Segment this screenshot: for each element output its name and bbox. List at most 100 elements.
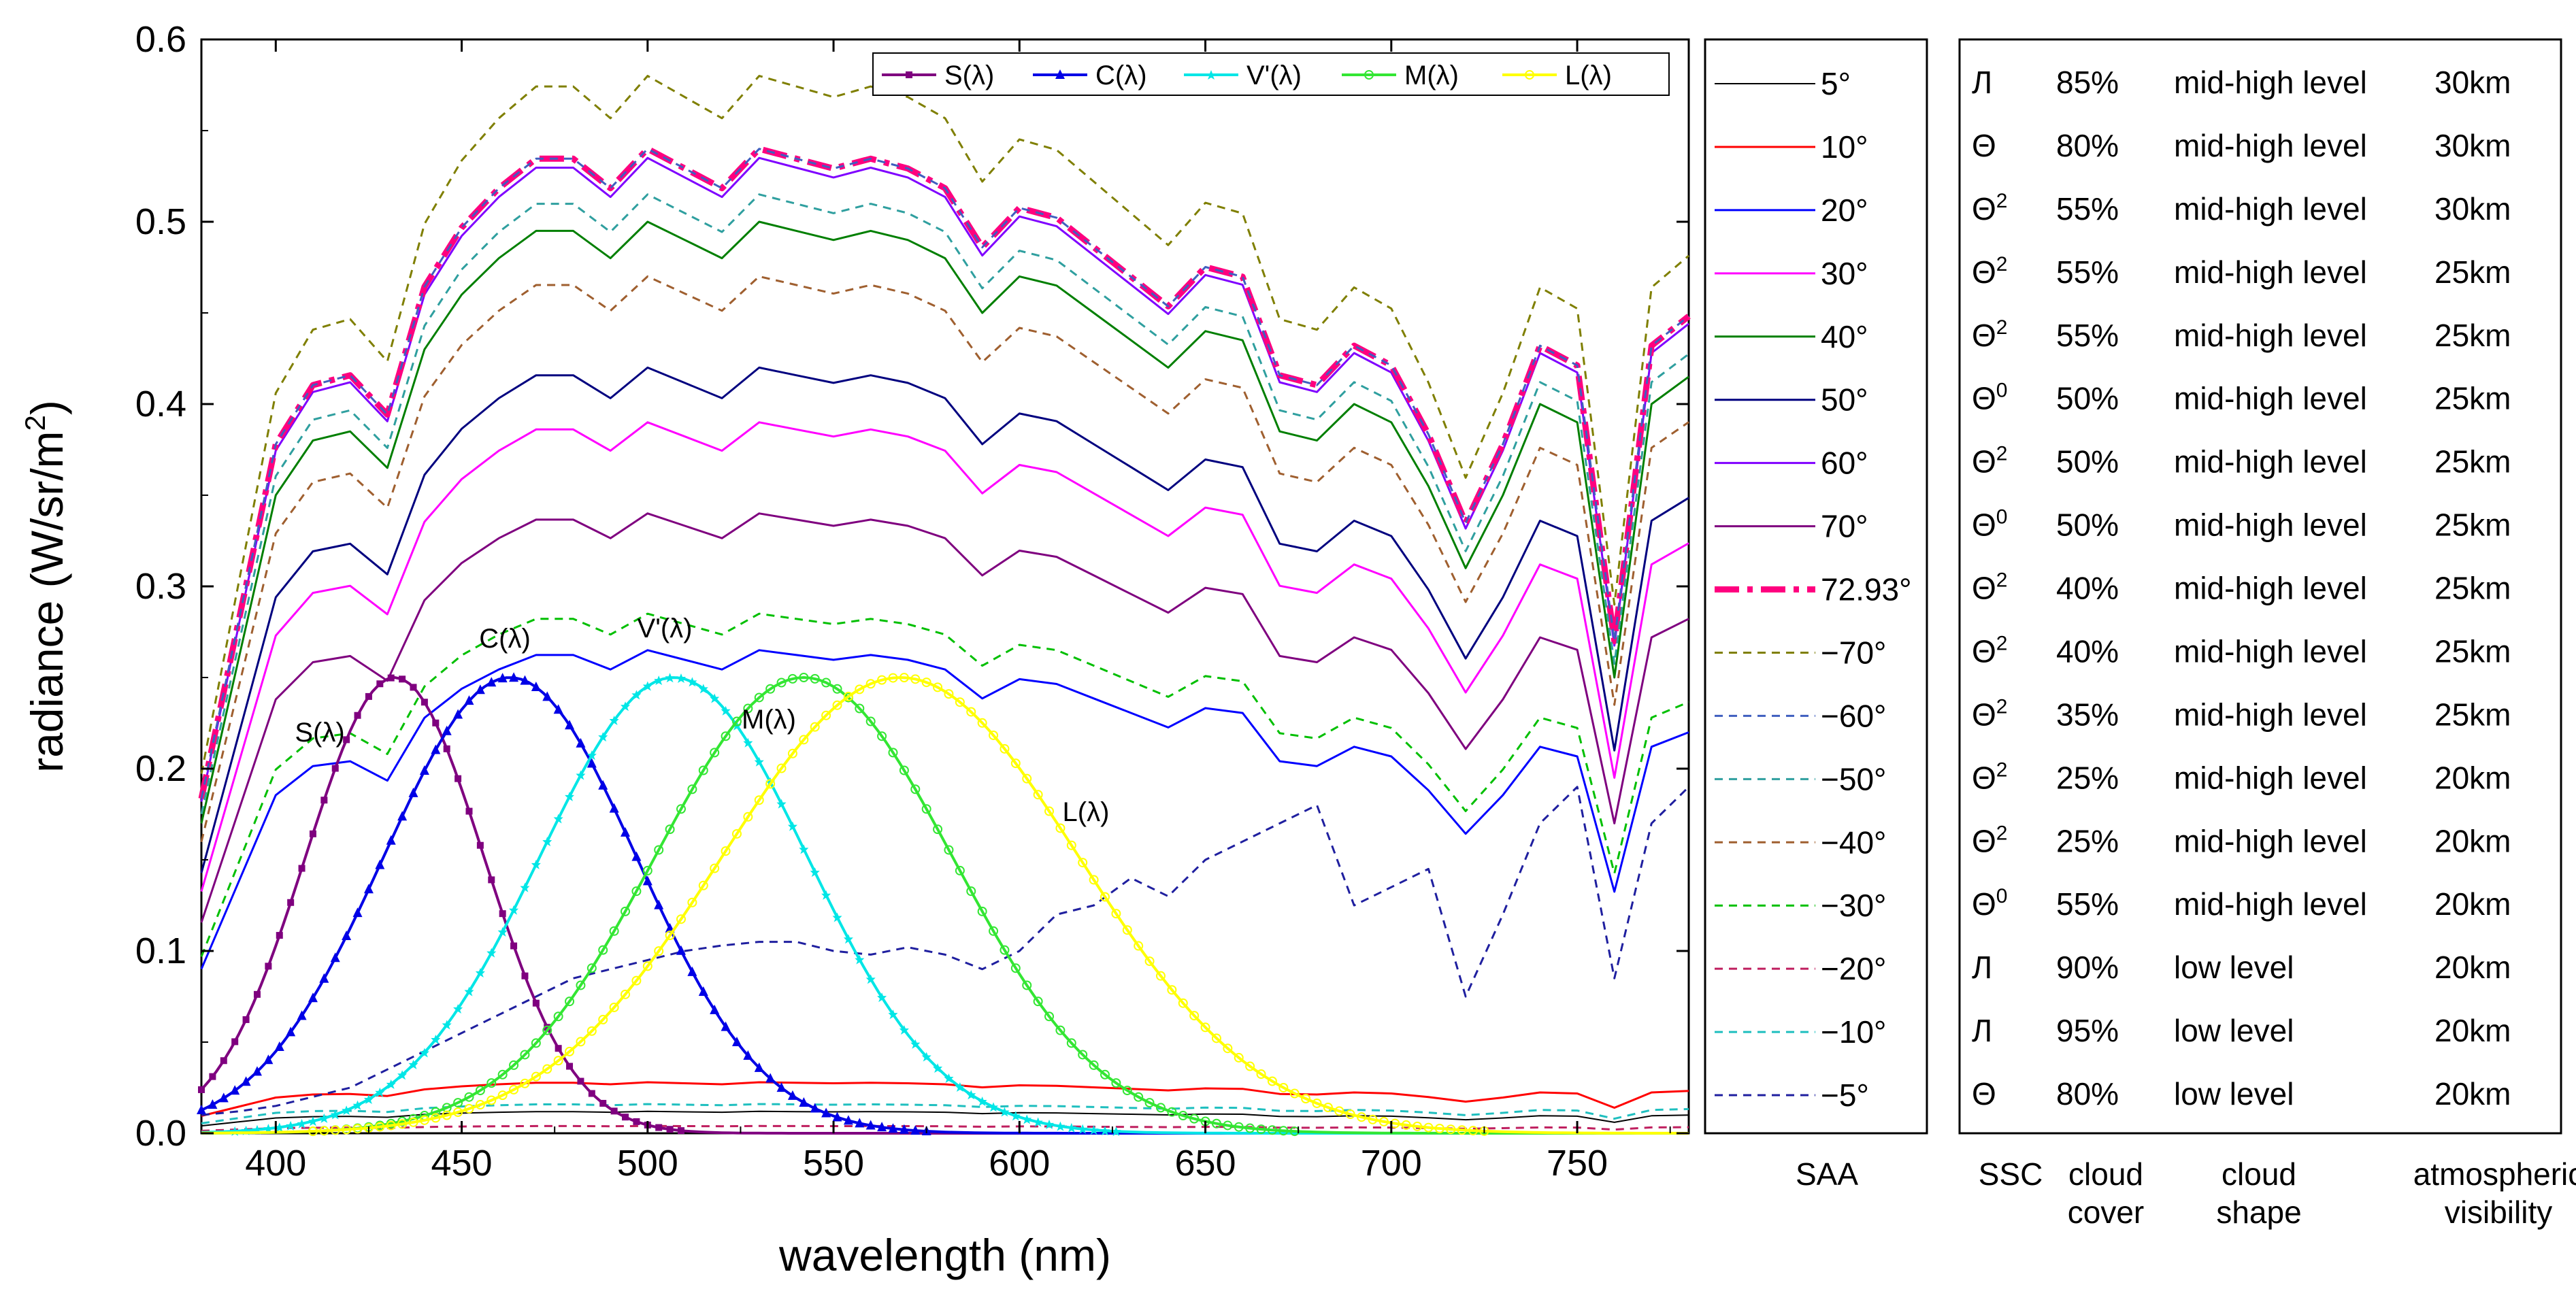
sensitivity-marker bbox=[1434, 1124, 1444, 1134]
sensitivity-marker bbox=[599, 1099, 607, 1107]
sensitivity-marker bbox=[1100, 1126, 1110, 1136]
sensitivity-marker bbox=[475, 967, 485, 977]
sensitivity-marker bbox=[555, 1045, 562, 1052]
cell-cloud-cover: 55% bbox=[2056, 318, 2119, 353]
cell-cloud-shape: mid-high level bbox=[2174, 254, 2367, 290]
sensitivity-line bbox=[200, 675, 1689, 1135]
cell-ssc: Л bbox=[1972, 65, 1992, 100]
cell-visibility: 20km bbox=[2434, 823, 2511, 858]
cell-cloud-shape: mid-high level bbox=[2174, 633, 2367, 669]
table-row: Θ2 25% mid-high level 20km bbox=[1972, 822, 2511, 858]
sensitivity-marker bbox=[464, 1092, 474, 1102]
sensitivity-marker bbox=[497, 926, 508, 937]
cell-visibility: 25km bbox=[2434, 507, 2511, 543]
saa-legend-item-50°: 50° bbox=[1715, 382, 1868, 418]
sensitivity-marker bbox=[832, 912, 842, 922]
sensitivity-marker bbox=[531, 1038, 541, 1048]
sensitivity-marker bbox=[486, 677, 497, 687]
sensitivity-marker bbox=[832, 700, 842, 710]
sensitivity-marker bbox=[431, 1107, 441, 1117]
sensitivity-marker bbox=[966, 707, 976, 717]
sensitivity-marker bbox=[631, 851, 642, 861]
sensitivity-marker bbox=[888, 748, 898, 758]
sensitivity-marker bbox=[542, 691, 552, 701]
sensitivity-marker bbox=[576, 770, 586, 780]
sensitivity-marker bbox=[531, 1071, 541, 1082]
sensitivity-marker bbox=[208, 1099, 218, 1109]
sensitivity-marker bbox=[1044, 1012, 1055, 1022]
sensitivity-marker bbox=[443, 745, 450, 752]
sensitivity-marker bbox=[308, 1116, 318, 1126]
series-line-30° bbox=[200, 421, 1689, 892]
sensitivity-marker bbox=[665, 673, 675, 683]
sensitivity-marker bbox=[587, 1026, 597, 1036]
sensitivity-marker bbox=[432, 719, 440, 726]
sensitivity-marker bbox=[230, 1085, 240, 1095]
sensitivity-marker bbox=[1211, 1033, 1221, 1043]
sensitivity-marker bbox=[944, 689, 954, 699]
sensitivity-marker bbox=[297, 1118, 307, 1129]
saa-label: 72.93° bbox=[1821, 572, 1912, 607]
sensitivity-marker bbox=[877, 675, 887, 685]
sensitivity-marker bbox=[944, 1073, 954, 1083]
sensitivity-marker bbox=[397, 1070, 408, 1080]
sensitivity-marker bbox=[342, 930, 352, 940]
sensitivity-marker bbox=[1334, 1106, 1344, 1116]
legend-label: M(λ) bbox=[1404, 61, 1459, 90]
table-row: Л 85% mid-high level 30km bbox=[1972, 65, 2511, 100]
sensitivity-marker bbox=[821, 890, 831, 900]
table-row: Θ 80% mid-high level 30km bbox=[1972, 128, 2511, 163]
table-row: Л 95% low level 20km bbox=[1972, 1013, 2511, 1048]
sensitivity-marker bbox=[509, 1060, 519, 1070]
sensitivity-marker bbox=[666, 1126, 674, 1133]
sensitivity-marker bbox=[1223, 1120, 1233, 1131]
legend-marker bbox=[1055, 69, 1065, 79]
x-tick-label: 500 bbox=[617, 1143, 678, 1184]
cell-ssc: Θ0 bbox=[1972, 506, 2007, 543]
sensitivity-marker bbox=[731, 716, 742, 726]
sensitivity-marker bbox=[286, 1026, 296, 1037]
saa-label: −20° bbox=[1821, 951, 1886, 986]
x-tick-label: 650 bbox=[1174, 1143, 1236, 1184]
saa-label: 10° bbox=[1821, 129, 1868, 165]
sensitivity-marker bbox=[665, 824, 675, 835]
saa-legend-item-−60°: −60° bbox=[1715, 698, 1886, 733]
cell-visibility: 30km bbox=[2434, 191, 2511, 227]
sensitivity-marker bbox=[1278, 1082, 1289, 1092]
sensitivity-marker bbox=[265, 963, 272, 970]
sensitivity-marker bbox=[654, 946, 664, 956]
sensitivity-marker bbox=[843, 934, 853, 944]
saa-label: −60° bbox=[1821, 698, 1886, 733]
sensitivity-marker bbox=[855, 954, 865, 965]
saa-label: −30° bbox=[1821, 888, 1886, 923]
sensitivity-marker bbox=[821, 710, 831, 720]
sensitivity-marker bbox=[1022, 980, 1032, 990]
sensitivity-marker bbox=[566, 1063, 574, 1070]
sensitivity-marker bbox=[721, 731, 731, 741]
saa-legend-item-70°: 70° bbox=[1715, 509, 1868, 544]
sensitivity-marker bbox=[387, 674, 395, 682]
sensitivity-marker bbox=[521, 972, 529, 980]
cell-cloud-cover: 55% bbox=[2056, 254, 2119, 290]
sensitivity-marker bbox=[598, 1014, 608, 1024]
sensitivity-marker bbox=[252, 1066, 262, 1076]
y-axis-title-close: ) bbox=[22, 400, 72, 415]
sensitivity-marker bbox=[1066, 840, 1076, 850]
saa-header: SAA bbox=[1796, 1156, 1858, 1192]
saa-label: 60° bbox=[1821, 446, 1868, 481]
cell-cloud-cover: 50% bbox=[2056, 381, 2119, 416]
sensitivity-marker bbox=[263, 1054, 274, 1065]
sensitivity-marker bbox=[553, 1056, 563, 1066]
sensitivity-marker bbox=[989, 926, 999, 936]
saa-label: −70° bbox=[1821, 635, 1886, 670]
sensitivity-marker bbox=[520, 1078, 530, 1088]
sensitivity-marker bbox=[776, 1082, 787, 1092]
sensitivity-marker bbox=[1368, 1114, 1378, 1124]
sensitivity-marker bbox=[610, 1107, 618, 1115]
sensitivity-marker bbox=[1044, 1119, 1055, 1129]
sensitivity-marker bbox=[420, 699, 428, 706]
sensitivity-marker bbox=[631, 886, 642, 897]
curve-label-L(λ): L(λ) bbox=[1063, 797, 1110, 827]
sensitivity-marker bbox=[921, 804, 931, 814]
sensitivity-marker bbox=[576, 737, 586, 748]
